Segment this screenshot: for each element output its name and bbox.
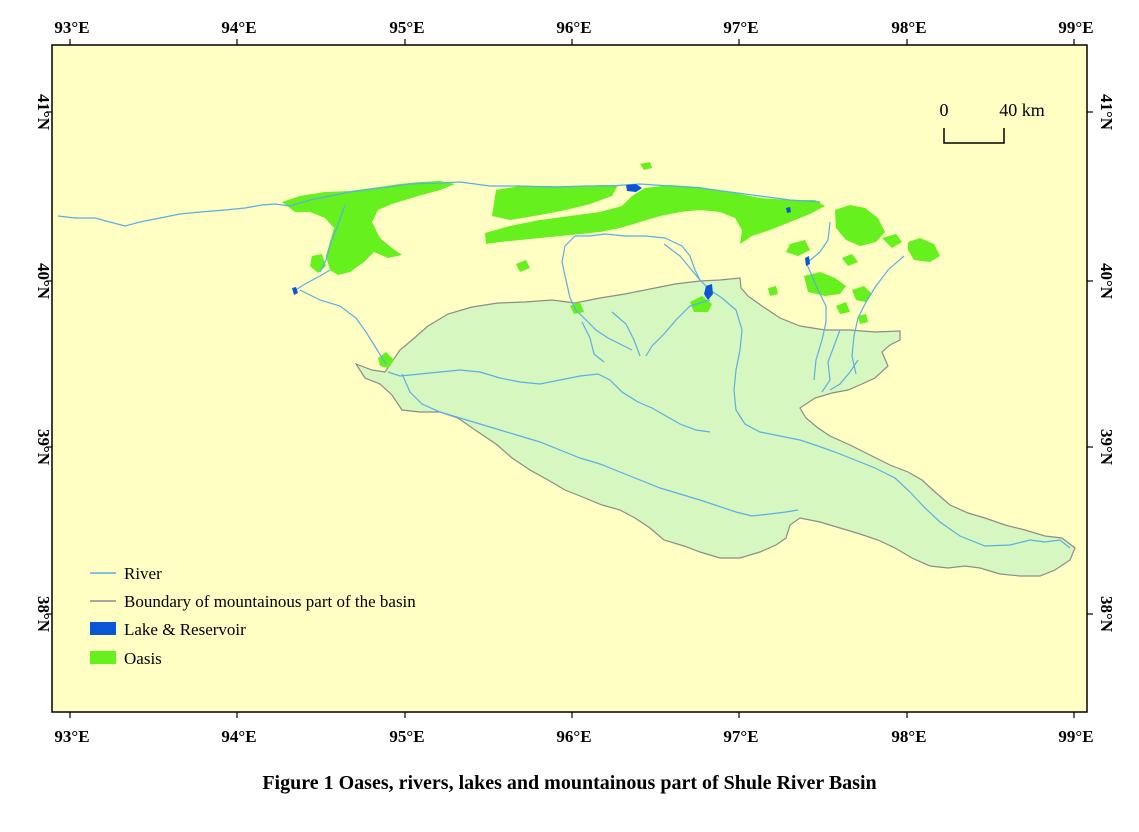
tick-left-38n: 38°N (34, 596, 53, 633)
latitude-ticks: 41°N 40°N 39°N 38°N 41°N 40°N 39°N 38°N (34, 94, 1116, 633)
river-branch-central (611, 311, 641, 357)
tick-top-94e: 94°E (221, 18, 256, 37)
lake-layer (292, 184, 810, 300)
tick-bottom-97e: 97°E (723, 727, 758, 746)
legend-boundary-label: Boundary of mountainous part of the basi… (124, 592, 416, 611)
oasis-patch-south (690, 296, 712, 312)
legend: River Boundary of mountainous part of th… (90, 564, 416, 668)
tick-left-40n: 40°N (34, 263, 53, 300)
lake-changma (704, 284, 713, 300)
oasis-yumen-north (492, 185, 618, 220)
legend-river-label: River (124, 564, 162, 583)
river-basin-south (401, 373, 799, 517)
river-changma (645, 299, 711, 357)
tick-top-98e: 98°E (891, 18, 926, 37)
tick-top-96e: 96°E (556, 18, 591, 37)
tick-bottom-93e: 93°E (54, 727, 89, 746)
river-north-branch (609, 183, 821, 203)
tick-top-93e: 93°E (54, 18, 89, 37)
river-shule-mid (561, 235, 633, 351)
figure-caption: Figure 1 Oases, rivers, lakes and mounta… (262, 772, 877, 794)
mountain-basin-boundary (354, 277, 1076, 577)
oasis-east-patch-e (836, 302, 850, 314)
oasis-east-patch-c (842, 254, 858, 266)
legend-lake-label: Lake & Reservoir (124, 620, 246, 639)
tick-top-97e: 97°E (723, 18, 758, 37)
lake-north-east (786, 207, 791, 213)
lake-shuangta (626, 184, 642, 192)
tick-left-39n: 39°N (34, 429, 53, 466)
tick-bottom-98e: 98°E (891, 727, 926, 746)
oasis-east-patch-d (858, 314, 868, 324)
oasis-east-patch-b (882, 234, 902, 248)
oasis-east-edge (852, 286, 872, 302)
oasis-east-small (908, 238, 940, 262)
oasis-patch-west-basin (378, 352, 394, 368)
lake-east (805, 256, 810, 266)
river-shule-upper (575, 233, 1071, 549)
river-west-outlet (293, 269, 331, 292)
legend-oasis-symbol (90, 651, 116, 664)
river-east-5 (829, 359, 859, 391)
river-main-lower (57, 181, 610, 227)
tick-left-41n: 41°N (34, 94, 53, 131)
longitude-ticks: 93°E 94°E 95°E 96°E 97°E 98°E 99°E 93°E … (54, 18, 1093, 746)
oasis-patch-small-2 (640, 162, 652, 170)
scale-bar-end-label: 40 km (999, 100, 1045, 120)
oasis-patch-small-3 (768, 286, 778, 296)
tick-top-99e: 99°E (1058, 18, 1093, 37)
oasis-east-patch-a (786, 240, 810, 256)
legend-lake-symbol (90, 622, 116, 635)
tick-right-39n: 39°N (1097, 429, 1116, 466)
oasis-east-mid (804, 272, 846, 296)
river-east-4 (821, 329, 841, 393)
river-basin-west (387, 369, 711, 433)
tick-bottom-94e: 94°E (221, 727, 256, 746)
river-branch-c2 (581, 321, 605, 363)
oasis-yumen-south (485, 185, 825, 244)
river-east-2 (851, 255, 905, 375)
oasis-layer (282, 162, 940, 368)
tick-top-95e: 95°E (389, 18, 424, 37)
tick-bottom-99e: 99°E (1058, 727, 1093, 746)
river-east-1 (805, 261, 827, 381)
oasis-east-main (835, 205, 885, 246)
legend-oasis-label: Oasis (124, 649, 162, 668)
oasis-patch-small-1 (516, 260, 530, 272)
lake-west (292, 287, 298, 295)
scale-bar: 0 40 km (940, 100, 1045, 144)
tick-bottom-96e: 96°E (556, 727, 591, 746)
river-guazhou (319, 204, 346, 273)
tick-right-38n: 38°N (1097, 596, 1116, 633)
tick-right-41n: 41°N (1097, 94, 1116, 131)
river-north-link (663, 243, 701, 281)
tick-bottom-95e: 95°E (389, 727, 424, 746)
river-layer (57, 181, 1071, 549)
river-danghe (299, 289, 387, 365)
oasis-guazhou (282, 181, 455, 275)
river-east-3 (807, 221, 831, 263)
tick-right-40n: 40°N (1097, 263, 1116, 300)
scale-bar-line (943, 128, 1005, 144)
scale-bar-start-label: 0 (940, 100, 949, 120)
